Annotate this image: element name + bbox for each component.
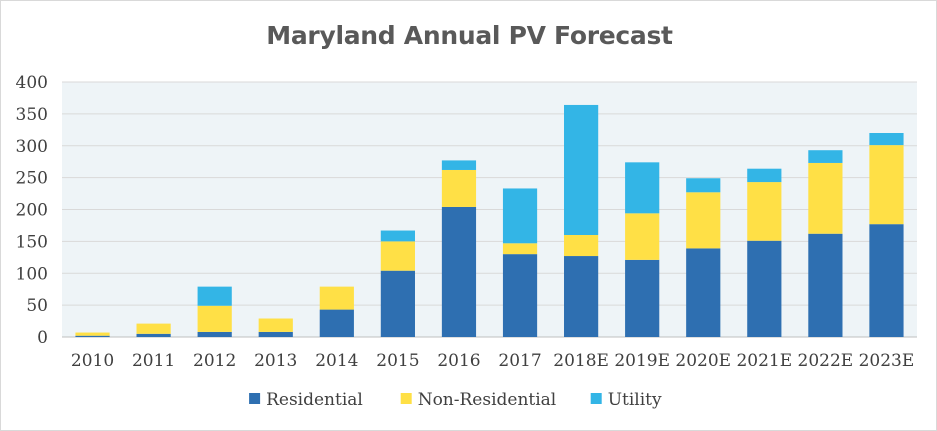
y-tick-label-250: 250 [16,169,48,189]
x-tick-label-2023E: 2023E [859,351,915,371]
y-tick-label-50: 50 [26,296,48,316]
x-tick-label-2012: 2012 [193,351,236,371]
bar-2010-series-0 [75,335,110,337]
x-tick-label-2013: 2013 [254,351,297,371]
bar-2014-series-1 [319,286,354,310]
x-tick-label-2010: 2010 [71,351,114,371]
bar-2021E-series-2 [747,168,782,183]
bar-2012-series-1 [197,305,232,332]
x-tick-label-2018E: 2018E [553,351,609,371]
x-tick-label-2021E: 2021E [736,351,792,371]
bar-2014-series-0 [319,309,354,337]
bar-2013-series-1 [258,318,293,332]
x-tick-label-2016: 2016 [437,351,480,371]
bar-2019E-series-2 [625,162,660,214]
bar-2016-series-0 [441,206,477,337]
x-tick-label-2011: 2011 [132,351,175,371]
bar-2016-series-2 [441,160,477,170]
y-tick-label-200: 200 [16,201,48,221]
bar-2012-series-2 [197,286,232,306]
bar-2017-series-1 [502,243,538,255]
x-tick-label-2014: 2014 [315,351,358,371]
bar-2017-series-2 [502,188,538,244]
legend-label-2: Utility [608,390,662,410]
y-tick-label-100: 100 [16,264,48,284]
bar-2019E-series-0 [625,259,660,337]
bar-2018E-series-0 [564,256,599,337]
legend: Residential Non-Residential Utility [249,390,662,410]
bar-2023E-series-1 [869,145,904,225]
bar-2023E-series-2 [869,133,904,146]
y-tick-label-300: 300 [16,137,48,157]
bar-2013-series-0 [258,331,293,337]
bar-2022E-series-1 [808,162,843,234]
legend-swatch-0 [249,393,261,404]
bars [75,104,904,337]
bar-2020E-series-2 [686,178,721,193]
bar-2020E-series-1 [686,192,721,249]
bar-2021E-series-1 [747,182,782,241]
bar-2011-series-1 [136,323,171,334]
y-tick-label-350: 350 [16,105,48,125]
bar-2015-series-1 [380,241,415,271]
bar-2022E-series-2 [808,150,843,163]
x-tick-label-2019E: 2019E [614,351,670,371]
y-tick-label-0: 0 [37,328,48,348]
x-axis-ticks: 2010 2011 2012 2013 2014 2015 2016 2017 2018E 201… [71,351,914,371]
bar-2011-series-0 [136,333,171,337]
bar-2012-series-0 [197,331,232,337]
y-axis-ticks: 0 50 100 150 200 250 300 350 400 [16,73,48,348]
x-tick-label-2020E: 2020E [675,351,731,371]
bar-2021E-series-0 [747,240,782,337]
bar-2019E-series-1 [625,213,660,260]
bar-2018E-series-2 [564,104,599,235]
x-tick-label-2022E: 2022E [798,351,854,371]
legend-swatch-2 [590,393,602,404]
x-tick-label-2017: 2017 [498,351,541,371]
legend-label-1: Non-Residential [418,390,557,410]
bar-2022E-series-0 [808,233,843,337]
chart-title: Maryland Annual PV Forecast [266,21,673,50]
bar-2017-series-0 [502,254,538,337]
y-tick-label-400: 400 [16,73,48,93]
bar-2010-series-1 [75,332,110,336]
bar-2015-series-0 [380,270,415,337]
bar-2023E-series-0 [869,224,904,337]
x-tick-label-2015: 2015 [376,351,419,371]
legend-label-0: Residential [266,390,363,410]
bar-2018E-series-1 [564,235,599,257]
y-tick-label-150: 150 [16,232,48,252]
legend-swatch-1 [400,393,412,404]
bar-2016-series-1 [441,169,477,207]
bar-2015-series-2 [380,230,415,242]
bar-2020E-series-0 [686,248,721,337]
